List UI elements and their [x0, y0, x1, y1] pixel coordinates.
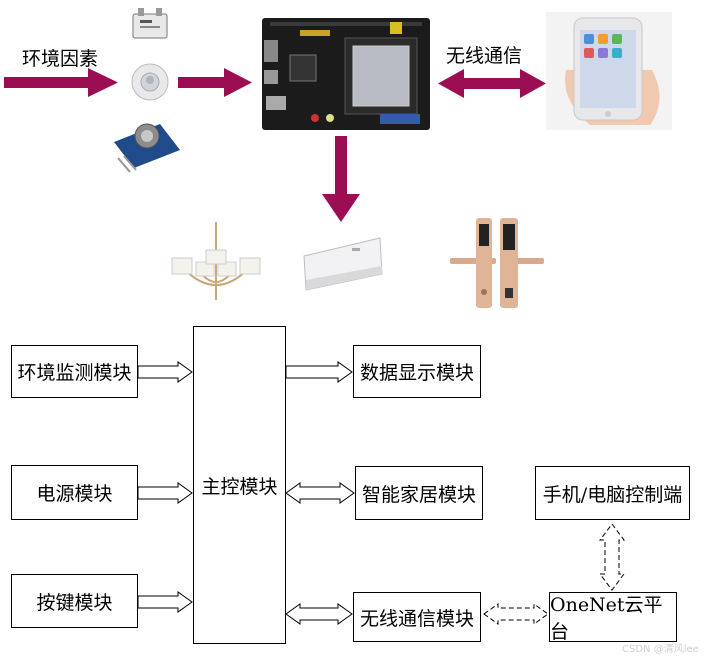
keys-to-main-arrow — [137, 591, 193, 613]
onenet-cloud-block: OneNet云平台 — [549, 592, 677, 643]
main-home-double-arrow — [285, 482, 355, 504]
air-conditioner-icon — [303, 237, 383, 291]
board-phone-double-arrow — [438, 69, 546, 98]
watermark: CSDN @清风lee — [622, 644, 699, 655]
block-arrows — [137, 361, 355, 625]
smartphone-icon — [546, 12, 672, 130]
smart-lock-icon — [450, 218, 544, 308]
smoke-sensor-icon — [114, 123, 180, 173]
wireless-cloud-dashed-arrow — [483, 603, 549, 625]
env-to-main-arrow — [137, 361, 193, 383]
smart-home-block: 智能家居模块 — [355, 466, 483, 520]
data-display-block: 数据显示模块 — [353, 345, 481, 398]
power-to-main-arrow — [137, 482, 193, 504]
chandelier-icon — [171, 222, 261, 300]
gas-sensor-icon — [132, 8, 168, 39]
pir-sensor-icon — [131, 63, 169, 101]
control-terminal-block: 手机/电脑控制端 — [535, 466, 690, 520]
main-to-display-arrow — [285, 361, 353, 383]
keys-block: 按键模块 — [11, 574, 138, 628]
wireless-module-block: 无线通信模块 — [353, 592, 481, 642]
sensor-to-board-arrow — [178, 68, 252, 97]
board-to-devices-arrow — [322, 136, 360, 222]
cloud-terminal-dashed-arrow — [599, 523, 625, 591]
main-wireless-double-arrow — [285, 603, 353, 625]
power-block: 电源模块 — [11, 465, 138, 520]
wireless-comm-label: 无线通信 — [446, 45, 523, 67]
dev-board-icon — [262, 18, 430, 130]
env-monitor-block: 环境监测模块 — [11, 345, 138, 398]
main-control-block: 主控模块 — [193, 326, 286, 644]
env-input-arrow — [4, 68, 118, 97]
env-factors-label: 环境因素 — [22, 48, 99, 70]
